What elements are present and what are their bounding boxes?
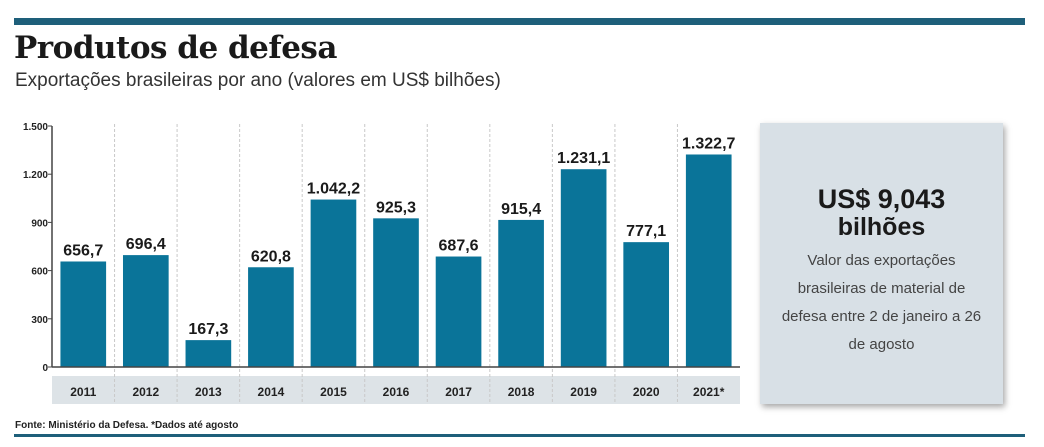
bar	[310, 199, 357, 367]
bar-value-label: 656,7	[63, 242, 103, 259]
y-tick-label: 1.500	[23, 122, 48, 133]
y-tick-label: 900	[31, 218, 48, 229]
x-tick-label: 2021*	[693, 385, 725, 399]
bar-chart: 0 300 600 900 1.200 1.500 656,7 2011 696,4 2012 16…	[23, 122, 740, 404]
bar	[248, 267, 294, 367]
x-tick-label: 2017	[445, 385, 472, 399]
total-callout-box: US$ 9,043 bilhões Valor das exportações …	[760, 123, 1003, 404]
bar-value-label: 777,1	[626, 223, 666, 240]
bar	[435, 256, 482, 367]
bar-value-label: 915,4	[501, 201, 541, 218]
chart-title: Produtos de defesa	[14, 30, 337, 66]
bar	[185, 340, 232, 367]
bar-value-label: 1.042,2	[307, 181, 360, 198]
bar-value-label: 620,8	[251, 248, 291, 265]
y-tick-label: 600	[31, 267, 48, 278]
y-tick-label: 1.200	[23, 170, 48, 181]
x-axis-band	[52, 376, 740, 404]
bar	[560, 169, 607, 367]
y-tick-label: 0	[42, 363, 48, 374]
bar	[373, 218, 419, 367]
callout-description: Valor das exportações brasileiras de mat…	[781, 252, 982, 353]
x-tick-label: 2012	[132, 385, 159, 399]
x-tick-label: 2016	[383, 385, 410, 399]
bar-value-label: 167,3	[188, 321, 228, 338]
bar-value-label: 1.231,1	[557, 150, 610, 167]
bar	[122, 255, 169, 367]
bar-value-label: 925,3	[376, 199, 416, 216]
bar	[60, 261, 107, 367]
chart-subtitle: Exportações brasileiras por ano (valores…	[15, 70, 501, 91]
bar	[685, 154, 732, 367]
callout-unit: bilhões	[837, 213, 926, 241]
x-tick-label: 2018	[508, 385, 535, 399]
y-tick-label: 300	[31, 315, 48, 326]
bar	[498, 219, 544, 367]
x-tick-label: 2020	[633, 385, 660, 399]
x-tick-label: 2014	[258, 385, 285, 399]
bar-value-label: 687,6	[439, 238, 479, 255]
bottom-rule	[14, 434, 1025, 437]
top-rule	[14, 18, 1025, 25]
x-tick-label: 2013	[195, 385, 222, 399]
callout-value: US$ 9,043	[817, 184, 946, 214]
source-note: Fonte: Ministério da Defesa. *Dados até …	[15, 420, 239, 431]
bar-value-label: 1.322,7	[682, 135, 735, 152]
x-tick-label: 2019	[570, 385, 597, 399]
x-tick-label: 2011	[70, 385, 96, 399]
bar	[623, 242, 670, 367]
x-tick-label: 2015	[320, 385, 347, 399]
bar-value-label: 696,4	[126, 236, 166, 253]
